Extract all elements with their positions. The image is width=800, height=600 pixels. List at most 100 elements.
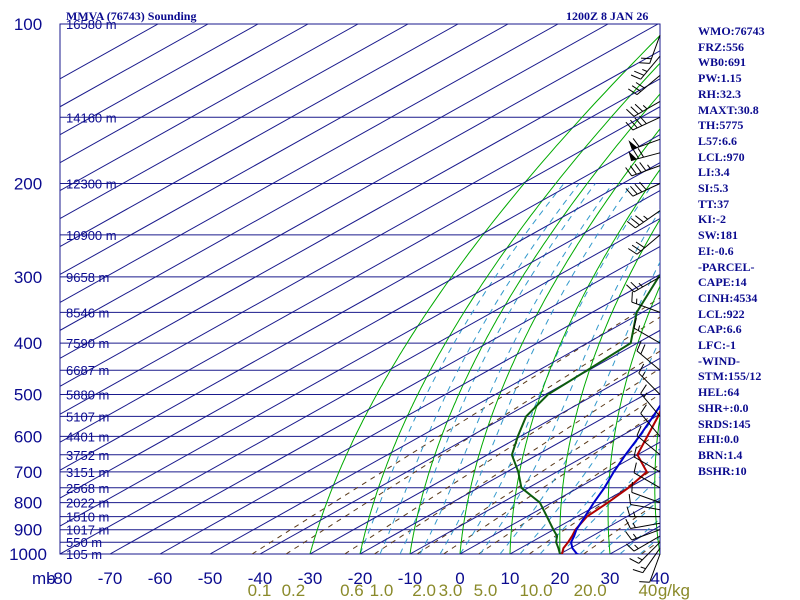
isotherm-line xyxy=(60,24,409,220)
isotherm-line xyxy=(60,162,660,499)
wind-barb-flag xyxy=(637,148,645,158)
wind-barb xyxy=(638,363,661,395)
wind-barb xyxy=(625,162,661,177)
wind-barb-half-flag xyxy=(637,556,643,561)
wind-barb-flag xyxy=(634,103,644,112)
mixing-ratio-line xyxy=(478,431,660,554)
isotherm-line xyxy=(60,134,660,471)
height-label: 16580 m xyxy=(66,17,117,32)
wind-barb xyxy=(639,35,661,64)
index-item: BRN:1.4 xyxy=(698,447,743,462)
wind-barb-pennant xyxy=(628,150,637,161)
wind-barb-flag xyxy=(640,404,647,414)
height-label: 5880 m xyxy=(66,388,109,403)
moist-adiabat-line xyxy=(579,475,660,554)
wind-barb-flag xyxy=(639,181,647,191)
moist-adiabat-line xyxy=(439,183,633,554)
wind-barb-flag xyxy=(634,70,645,76)
wind-barb-flag xyxy=(640,384,647,394)
wind-barb-flag xyxy=(626,543,635,552)
temperature-label: -80 xyxy=(48,569,73,588)
wind-barb-flag xyxy=(640,57,652,60)
wind-barb-flag xyxy=(630,281,639,290)
mixing-ratio-label: 5.0 xyxy=(474,581,498,600)
wind-barb-flag xyxy=(639,115,647,125)
wind-barb xyxy=(631,481,661,504)
height-label: 14160 m xyxy=(66,110,117,125)
wind-barb xyxy=(626,210,661,229)
wind-barb-flag xyxy=(626,284,635,293)
pressure-label: 200 xyxy=(14,175,42,194)
dry-adiabats xyxy=(309,34,660,554)
height-label: 550 m xyxy=(66,535,102,550)
wind-barb-flag xyxy=(626,108,635,117)
wind-barb-flag xyxy=(636,425,642,436)
mixing-ratio-label: 0.6 xyxy=(340,581,364,600)
isotherm-line xyxy=(359,385,660,554)
temperature-label: -70 xyxy=(98,569,123,588)
height-label: 10900 m xyxy=(66,228,117,243)
dry-adiabat-line xyxy=(559,218,660,554)
isotherm-line xyxy=(60,24,509,276)
wind-barb-half-flag xyxy=(632,533,637,539)
mixing-ratio-label: 10.0 xyxy=(519,581,552,600)
wind-barb-flag xyxy=(640,344,646,355)
wind-barb xyxy=(639,553,661,583)
wind-barb-flag xyxy=(628,494,631,505)
height-label: 5107 m xyxy=(66,409,109,424)
wind-barb-staff xyxy=(640,393,661,417)
wind-barb-flag xyxy=(639,62,650,64)
moist-adiabat-line xyxy=(559,447,660,554)
dry-adiabat-line xyxy=(459,128,660,554)
index-item: BSHR:10 xyxy=(698,463,747,478)
chart-title: MMVA (76743) Sounding xyxy=(66,9,197,23)
index-item: LCL:922 xyxy=(698,306,745,321)
pressure-label: 700 xyxy=(14,463,42,482)
wind-barb-flag xyxy=(631,481,633,493)
wind-barb-half-flag xyxy=(637,325,641,331)
mixing-ratio-label: g/kg xyxy=(658,581,690,600)
isotherm-line xyxy=(60,50,660,387)
index-item: L57:6.6 xyxy=(698,133,737,148)
moist-adiabat-line xyxy=(479,209,660,554)
wind-barb-half-flag xyxy=(643,392,648,398)
wind-barb-flag xyxy=(625,167,633,177)
wind-barb-flag xyxy=(634,163,642,173)
wind-barb-flag xyxy=(631,291,633,303)
moist-adiabat-line xyxy=(359,183,565,554)
temperature-label: 40 xyxy=(651,569,670,588)
dry-adiabat-line xyxy=(359,62,660,554)
isotherm-line xyxy=(60,190,660,527)
mixing-ratio-lines xyxy=(251,297,660,554)
wind-barb-half-flag xyxy=(647,164,652,170)
wind-barb-flag xyxy=(639,162,647,171)
mixing-ratio-line xyxy=(529,463,660,554)
wind-barb-flag xyxy=(628,248,638,255)
isotherm-line xyxy=(60,24,609,331)
index-item: STM:155/12 xyxy=(698,369,762,384)
temperature-label: 10 xyxy=(501,569,520,588)
wind-barb xyxy=(640,404,661,437)
isotherm-line xyxy=(109,245,660,554)
wind-barb-staff xyxy=(636,234,661,255)
wind-barb xyxy=(625,115,661,131)
moist-adiabat-line xyxy=(599,498,660,554)
wind-barb xyxy=(625,181,661,197)
moist-adiabat-line xyxy=(379,183,580,554)
wind-barb-flag xyxy=(629,165,637,175)
wind-barb xyxy=(626,506,660,518)
height-label: 3752 m xyxy=(66,448,109,463)
index-item: SHR+:0.0 xyxy=(698,400,749,415)
temperature-label: -60 xyxy=(148,569,173,588)
wind-barb-flag xyxy=(630,106,639,115)
mixing-ratio-label: 20.0 xyxy=(574,581,607,600)
temperature-label: -50 xyxy=(198,569,223,588)
wind-barb xyxy=(626,276,661,293)
dry-adiabat-line xyxy=(309,34,660,554)
mixing-ratio-line xyxy=(443,409,660,554)
wind-barb-half-flag xyxy=(641,371,646,378)
chart-grid xyxy=(59,23,661,555)
isotherm-line xyxy=(259,329,660,554)
index-item: WB0:691 xyxy=(698,55,746,70)
pressure-label: 400 xyxy=(14,334,42,353)
